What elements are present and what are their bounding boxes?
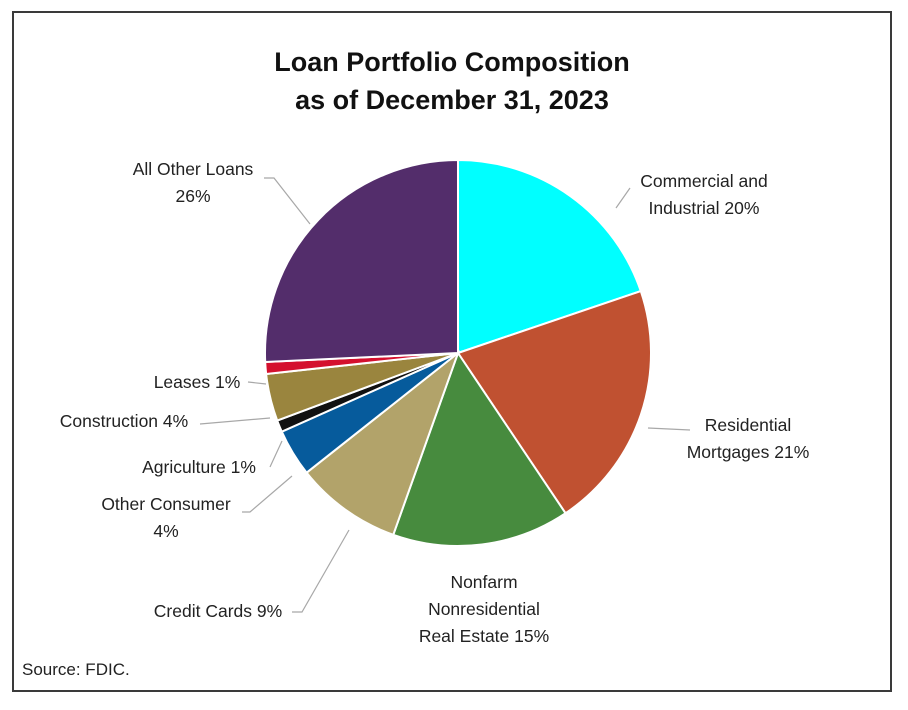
slice-credit-cards — [305, 350, 461, 537]
leader-lines — [199, 177, 691, 613]
label-line: 4% — [153, 521, 178, 541]
leader-leases — [247, 381, 267, 385]
label-line: Commercial and — [640, 171, 767, 191]
label-line: 26% — [175, 186, 210, 206]
leader-all-other-loans — [264, 177, 311, 225]
label-line: Agriculture 1% — [142, 457, 256, 477]
chart-title: Loan Portfolio Composition as of Decembe… — [14, 43, 890, 119]
slice-nonfarm-nonresidential-real-estate — [391, 350, 567, 547]
leader-agriculture — [269, 440, 283, 468]
label-construction: Construction 4% — [60, 411, 188, 431]
slice-labels: Commercial and Industrial 20% Residential M… — [60, 159, 809, 646]
pie-slices — [264, 158, 652, 547]
label-other-consumer: Other Consumer 4% — [101, 494, 231, 541]
chart-title-line-2: as of December 31, 2023 — [295, 85, 609, 115]
slice-residential-mortgages — [456, 289, 652, 515]
leader-other-consumer — [242, 475, 293, 513]
slice-commercial-and-industrial — [457, 158, 643, 355]
leader-residential-mortgages — [647, 427, 691, 431]
label-residential-mortgages: Residential Mortgages 21% — [687, 415, 810, 462]
label-credit-cards: Credit Cards 9% — [154, 601, 282, 621]
slice-all-other-loans — [264, 158, 459, 364]
label-line: Industrial 20% — [649, 198, 760, 218]
label-line: Residential — [705, 415, 792, 435]
leader-credit-cards — [292, 529, 350, 613]
label-line: Other Consumer — [101, 494, 231, 514]
label-line: Real Estate 15% — [419, 626, 549, 646]
source-note: Source: FDIC. — [22, 660, 130, 679]
label-agriculture: Agriculture 1% — [142, 457, 256, 477]
leader-commercial-and-industrial — [615, 187, 631, 209]
label-line: Leases 1% — [154, 372, 241, 392]
label-line: All Other Loans — [133, 159, 254, 179]
leader-construction — [199, 417, 271, 425]
label-line: Mortgages 21% — [687, 442, 810, 462]
chart-frame: Loan Portfolio Composition as of Decembe… — [12, 11, 892, 692]
label-all-other-loans: All Other Loans 26% — [133, 159, 254, 206]
label-line: Nonresidential — [428, 599, 540, 619]
label-line: Construction 4% — [60, 411, 188, 431]
label-commercial-and-industrial: Commercial and Industrial 20% — [640, 171, 767, 218]
label-leases: Leases 1% — [154, 372, 241, 392]
label-nonfarm-nonresidential-real-estate: Nonfarm Nonresidential Real Estate 15% — [419, 572, 549, 646]
chart-title-line-1: Loan Portfolio Composition — [274, 47, 630, 77]
label-line: Credit Cards 9% — [154, 601, 282, 621]
label-line: Nonfarm — [450, 572, 517, 592]
